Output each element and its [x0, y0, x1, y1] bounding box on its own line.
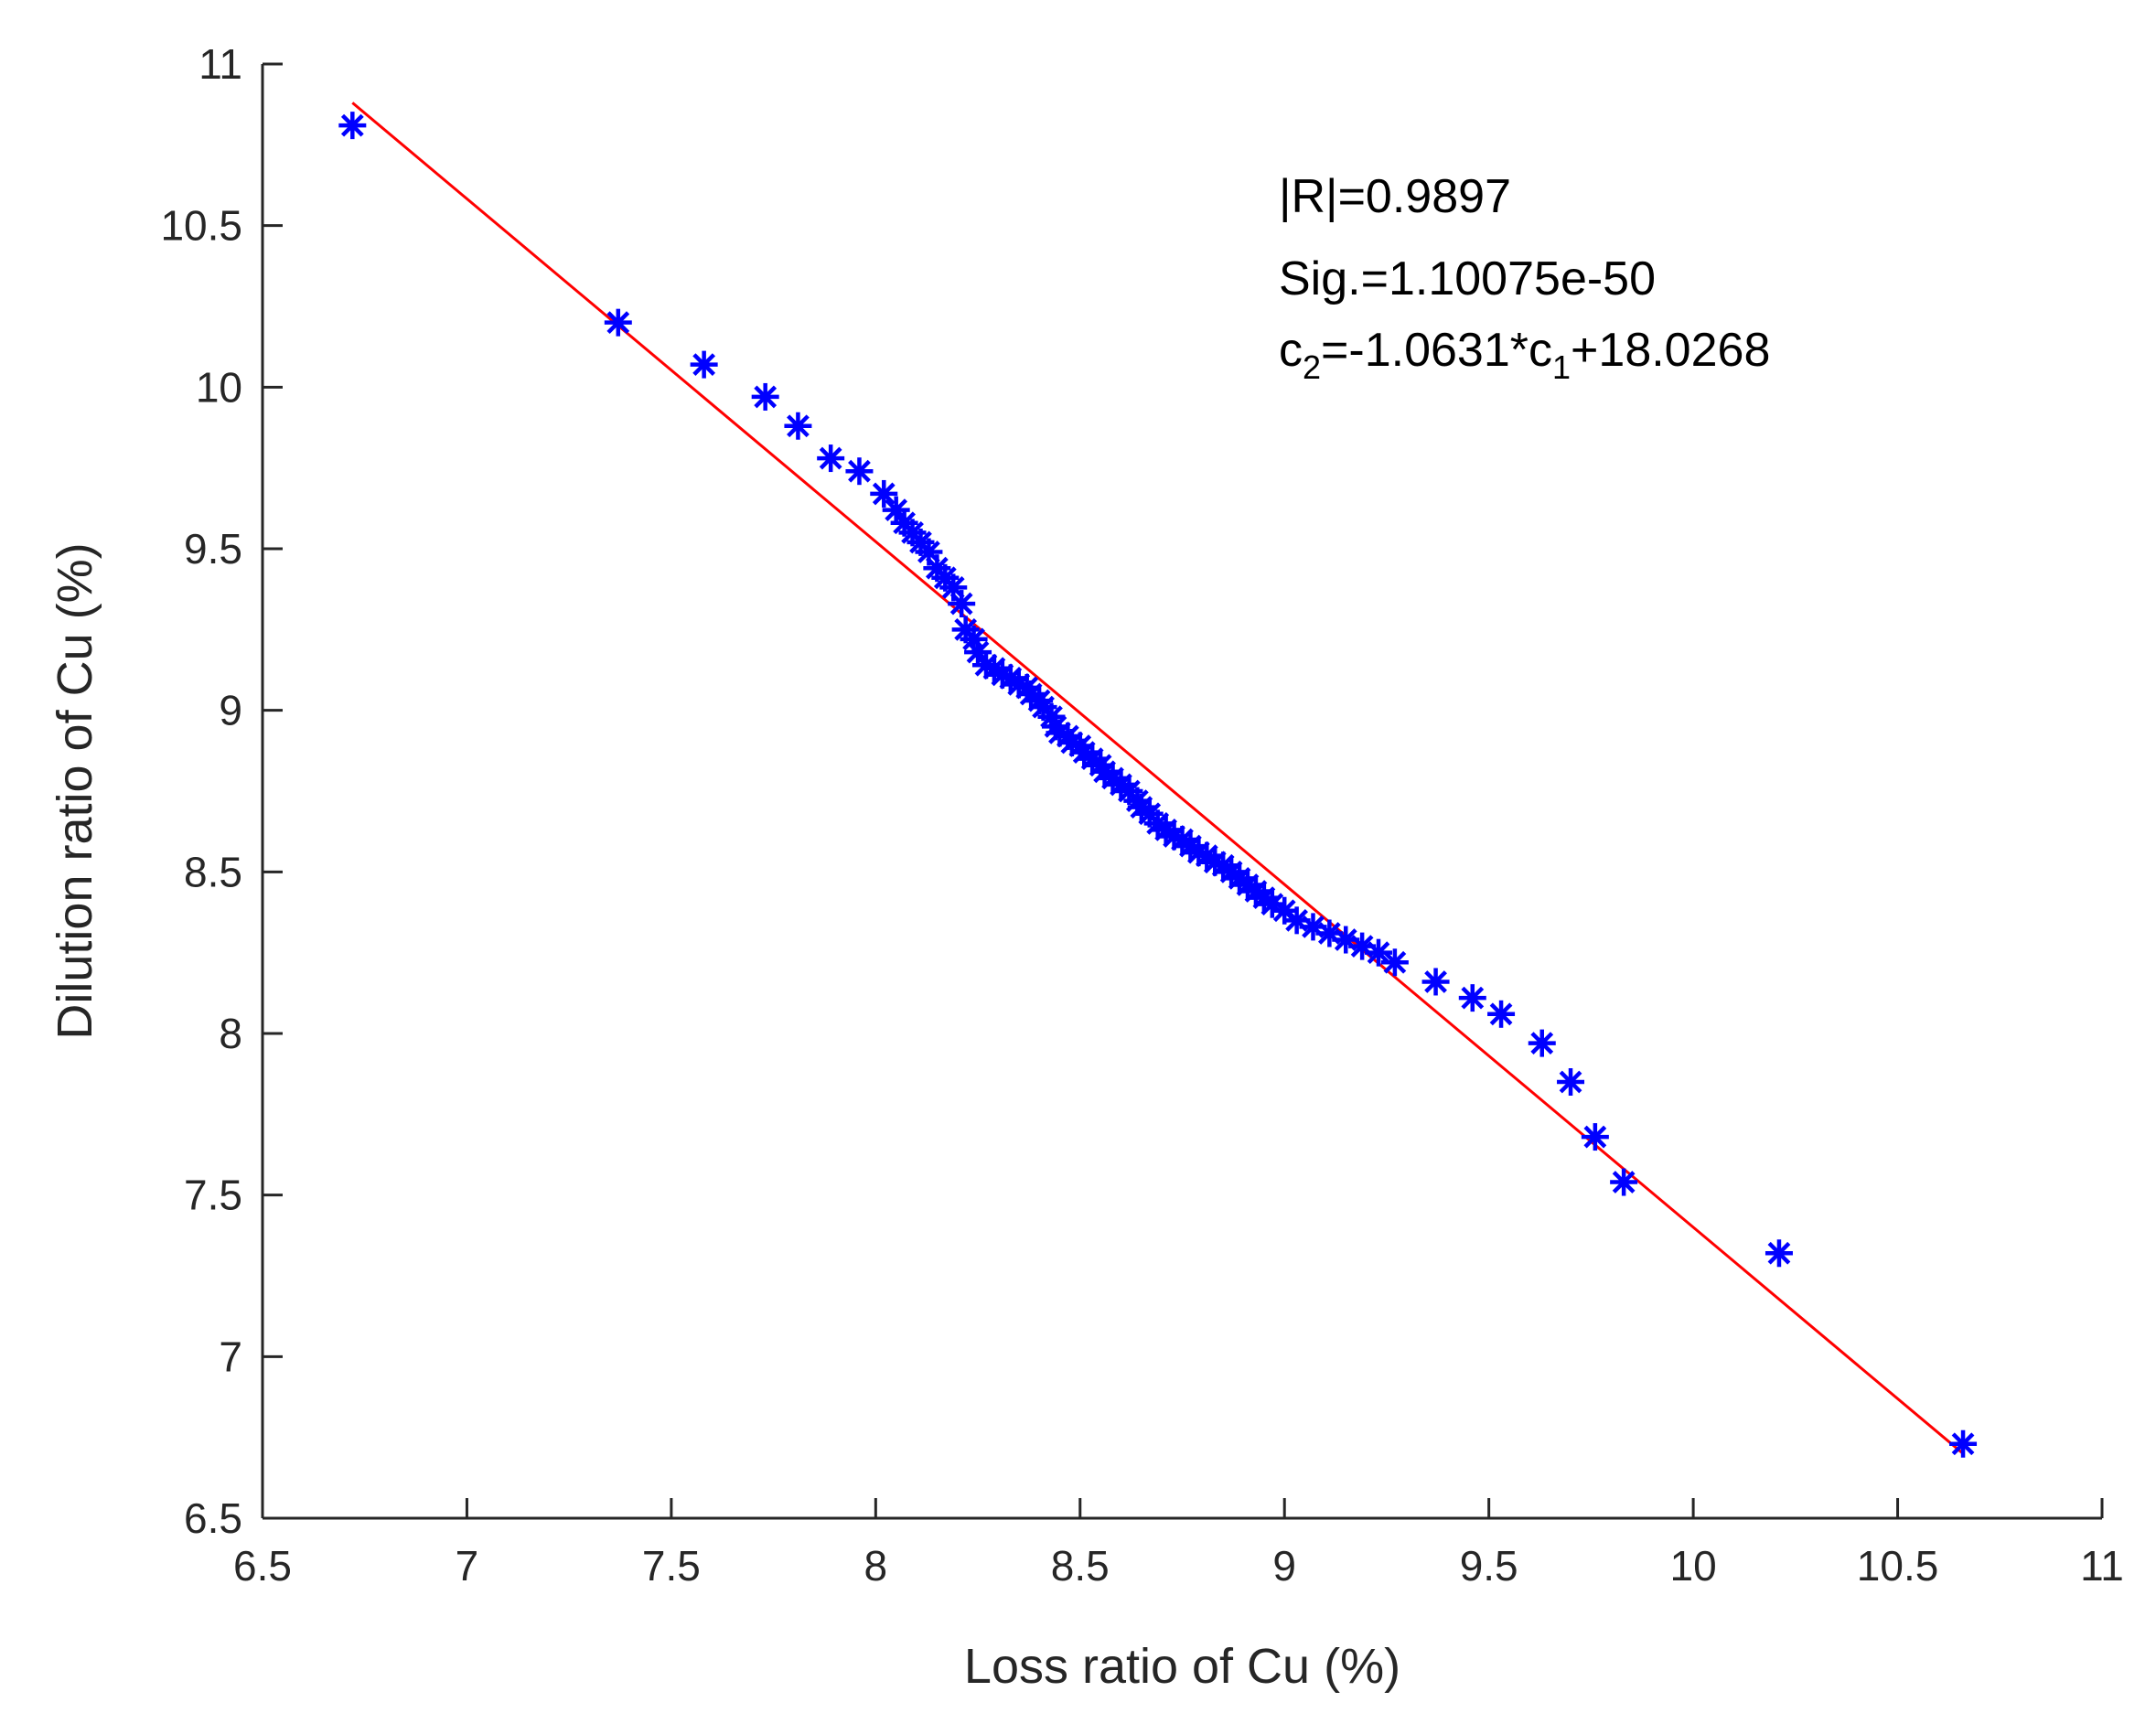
data-point: [1487, 1000, 1516, 1028]
data-points-layer: [338, 112, 1978, 1458]
stats-annotation: |R|=0.9897 Sig.=1.10075e-50 c2=-1.0631*c…: [1279, 170, 1770, 386]
y-tick-label: 9: [219, 687, 242, 734]
y-tick-label: 7: [219, 1333, 242, 1380]
regression-equation: c2=-1.0631*c1+18.0268: [1279, 324, 1770, 386]
y-tick-label: 10: [196, 363, 242, 411]
data-point: [1581, 1123, 1609, 1151]
data-point: [870, 479, 898, 508]
data-point: [751, 382, 779, 411]
data-point: [960, 625, 988, 653]
x-tick-label: 10: [1670, 1542, 1717, 1590]
x-tick-label: 10.5: [1857, 1542, 1939, 1590]
data-point: [1528, 1029, 1556, 1057]
data-point: [948, 590, 976, 618]
x-tick-label: 8: [864, 1542, 888, 1590]
y-tick-label: 11: [198, 40, 242, 88]
data-point: [845, 457, 874, 486]
data-point: [690, 350, 718, 379]
data-point: [1764, 1239, 1793, 1268]
eq-middle: =-1.0631*c: [1321, 324, 1552, 377]
x-tick-label: 6.5: [233, 1542, 292, 1590]
eq-c2: c: [1279, 324, 1303, 377]
x-tick-label: 7: [456, 1542, 479, 1590]
x-tick-label: 7.5: [642, 1542, 701, 1590]
data-point: [784, 412, 812, 440]
data-point: [338, 112, 367, 140]
data-point: [1258, 890, 1286, 918]
y-tick-label: 8: [219, 1010, 242, 1057]
data-point: [604, 308, 632, 337]
data-point: [1380, 948, 1409, 977]
y-axis-title: Dilution ratio of Cu (%): [48, 542, 102, 1039]
x-tick-label: 8.5: [1051, 1542, 1110, 1590]
eq-tail: +18.0268: [1571, 324, 1770, 377]
data-point: [1949, 1429, 1978, 1458]
y-tick-label: 6.5: [184, 1494, 242, 1542]
data-point: [1610, 1168, 1638, 1196]
correlation-text: |R|=0.9897: [1279, 170, 1511, 223]
y-tick-label: 10.5: [160, 202, 242, 250]
y-tick-label: 8.5: [184, 848, 242, 895]
x-tick-label: 9: [1272, 1542, 1296, 1590]
x-tick-label: 9.5: [1460, 1542, 1518, 1590]
data-point: [1557, 1068, 1585, 1096]
y-tick-label: 7.5: [184, 1172, 242, 1219]
significance-text: Sig.=1.10075e-50: [1279, 252, 1656, 305]
x-axis-title: Loss ratio of Cu (%): [964, 1639, 1400, 1694]
eq-c1-subscript: 1: [1552, 348, 1571, 386]
data-point: [1421, 968, 1450, 996]
tick-layer: 6.5 7 7.5 8 8.5 9 9.5 10 10.5 11 6.5 7 7.5 8 8.5 9 9.5 10…: [160, 40, 2123, 1590]
eq-c2-subscript: 2: [1303, 348, 1321, 386]
x-tick-label: 11: [2080, 1542, 2124, 1590]
data-point: [1458, 984, 1486, 1012]
y-tick-label: 9.5: [184, 525, 242, 573]
data-point: [817, 444, 845, 473]
